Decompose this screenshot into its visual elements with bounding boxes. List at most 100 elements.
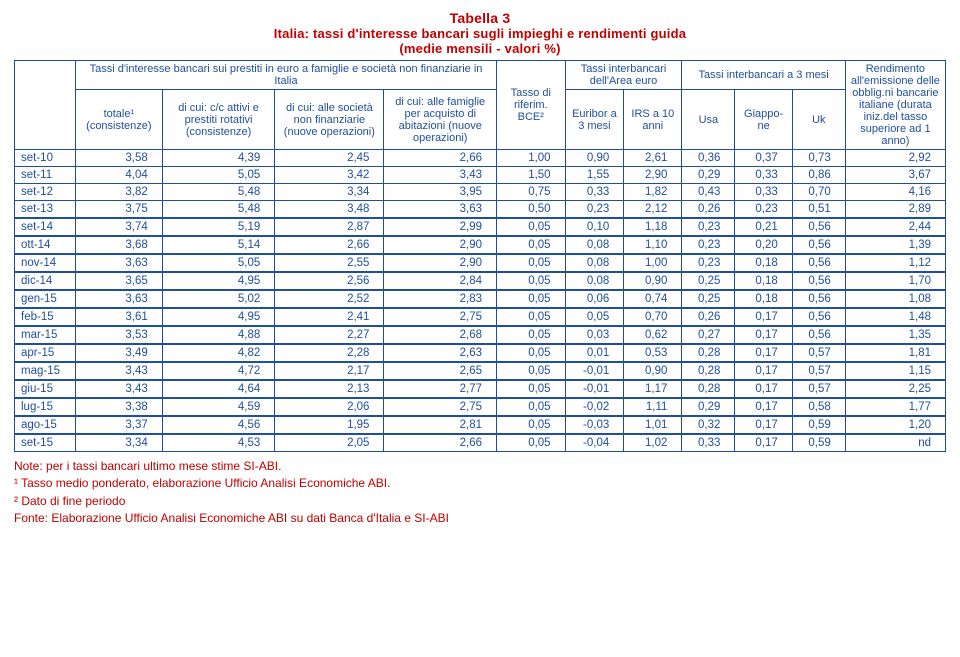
value-cell: 3,43 <box>75 380 162 398</box>
value-cell: 0,17 <box>735 326 792 344</box>
value-cell: 0,90 <box>624 272 682 290</box>
value-cell: 4,72 <box>162 362 274 380</box>
value-cell: 1,55 <box>565 167 624 184</box>
col-uk: Uk <box>792 90 845 150</box>
table-row: nov-143,635,052,552,900,050,081,000,230,… <box>15 254 946 272</box>
table-unit: (medie mensili - valori %) <box>14 41 946 56</box>
value-cell: 2,89 <box>845 201 945 219</box>
value-cell: 5,19 <box>162 218 274 236</box>
value-cell: 1,02 <box>624 434 682 452</box>
value-cell: 0,28 <box>682 362 735 380</box>
value-cell: 3,49 <box>75 344 162 362</box>
value-cell: 0,73 <box>792 150 845 167</box>
value-cell: 3,53 <box>75 326 162 344</box>
value-cell: 1,39 <box>845 236 945 254</box>
value-cell: 0,05 <box>497 398 566 416</box>
value-cell: 1,50 <box>497 167 566 184</box>
period-cell: lug-15 <box>15 398 76 416</box>
note-line: ¹ Tasso medio ponderato, elaborazione Uf… <box>14 475 946 492</box>
value-cell: 0,21 <box>735 218 792 236</box>
note-line: Note: per i tassi bancari ultimo mese st… <box>14 458 946 475</box>
data-table: Tassi d'interesse bancari sui prestiti i… <box>14 60 946 452</box>
value-cell: 4,56 <box>162 416 274 434</box>
value-cell: 0,06 <box>565 290 624 308</box>
value-cell: 1,01 <box>624 416 682 434</box>
value-cell: 2,87 <box>275 218 384 236</box>
table-row: set-143,745,192,872,990,050,101,180,230,… <box>15 218 946 236</box>
value-cell: 0,56 <box>792 290 845 308</box>
col-euribor: Euribor a 3 mesi <box>565 90 624 150</box>
table-row: lug-153,384,592,062,750,05-0,021,110,290… <box>15 398 946 416</box>
value-cell: 0,37 <box>735 150 792 167</box>
period-cell: giu-15 <box>15 380 76 398</box>
value-cell: 0,05 <box>497 434 566 452</box>
value-cell: 0,23 <box>682 254 735 272</box>
col-cc-attivi: di cui: c/c attivi e prestiti rotativi (… <box>162 90 274 150</box>
table-row: giu-153,434,642,132,770,05-0,011,170,280… <box>15 380 946 398</box>
value-cell: 0,32 <box>682 416 735 434</box>
value-cell: 0,17 <box>735 362 792 380</box>
value-cell: 2,41 <box>275 308 384 326</box>
period-cell: set-14 <box>15 218 76 236</box>
value-cell: 3,82 <box>75 184 162 201</box>
table-head: Tassi d'interesse bancari sui prestiti i… <box>15 61 946 150</box>
table-body-b: set-143,745,192,872,990,050,101,180,230,… <box>15 218 946 452</box>
period-cell: feb-15 <box>15 308 76 326</box>
col-group-euro: Tassi interbancari dell'Area euro <box>565 61 682 90</box>
value-cell: 2,56 <box>275 272 384 290</box>
value-cell: 0,20 <box>735 236 792 254</box>
value-cell: 0,59 <box>792 416 845 434</box>
value-cell: 2,90 <box>384 254 497 272</box>
value-cell: 5,48 <box>162 184 274 201</box>
value-cell: 1,70 <box>845 272 945 290</box>
value-cell: 2,63 <box>384 344 497 362</box>
period-cell: gen-15 <box>15 290 76 308</box>
value-cell: 3,67 <box>845 167 945 184</box>
value-cell: 3,61 <box>75 308 162 326</box>
value-cell: 0,03 <box>565 326 624 344</box>
value-cell: 0,17 <box>735 308 792 326</box>
value-cell: 2,66 <box>384 434 497 452</box>
col-group-3m: Tassi interbancari a 3 mesi <box>682 61 845 90</box>
value-cell: 0,56 <box>792 254 845 272</box>
value-cell: 2,12 <box>624 201 682 219</box>
period-cell: mar-15 <box>15 326 76 344</box>
value-cell: 0,58 <box>792 398 845 416</box>
value-cell: 0,17 <box>735 434 792 452</box>
value-cell: 3,42 <box>275 167 384 184</box>
value-cell: 0,05 <box>565 308 624 326</box>
value-cell: 5,48 <box>162 201 274 219</box>
value-cell: 0,23 <box>565 201 624 219</box>
value-cell: 0,28 <box>682 344 735 362</box>
value-cell: 0,70 <box>792 184 845 201</box>
period-cell: dic-14 <box>15 272 76 290</box>
value-cell: 3,58 <box>75 150 162 167</box>
col-totale: totale¹ (consistenze) <box>75 90 162 150</box>
value-cell: 0,70 <box>624 308 682 326</box>
value-cell: 0,56 <box>792 326 845 344</box>
table-number: Tabella 3 <box>14 10 946 26</box>
value-cell: 3,65 <box>75 272 162 290</box>
value-cell: 2,66 <box>275 236 384 254</box>
value-cell: 0,62 <box>624 326 682 344</box>
value-cell: 2,06 <box>275 398 384 416</box>
table-notes: Note: per i tassi bancari ultimo mese st… <box>14 458 946 528</box>
value-cell: 0,05 <box>497 344 566 362</box>
value-cell: 0,08 <box>565 254 624 272</box>
value-cell: 0,26 <box>682 201 735 219</box>
value-cell: 3,38 <box>75 398 162 416</box>
value-cell: 0,01 <box>565 344 624 362</box>
value-cell: 4,64 <box>162 380 274 398</box>
value-cell: 0,56 <box>792 272 845 290</box>
col-group-it: Tassi d'interesse bancari sui prestiti i… <box>75 61 496 90</box>
value-cell: 0,36 <box>682 150 735 167</box>
value-cell: 0,33 <box>682 434 735 452</box>
value-cell: 1,00 <box>497 150 566 167</box>
value-cell: 1,20 <box>845 416 945 434</box>
value-cell: -0,01 <box>565 380 624 398</box>
value-cell: 0,29 <box>682 398 735 416</box>
value-cell: 0,56 <box>792 308 845 326</box>
value-cell: 2,45 <box>275 150 384 167</box>
value-cell: 0,05 <box>497 380 566 398</box>
table-row: mag-153,434,722,172,650,05-0,010,900,280… <box>15 362 946 380</box>
